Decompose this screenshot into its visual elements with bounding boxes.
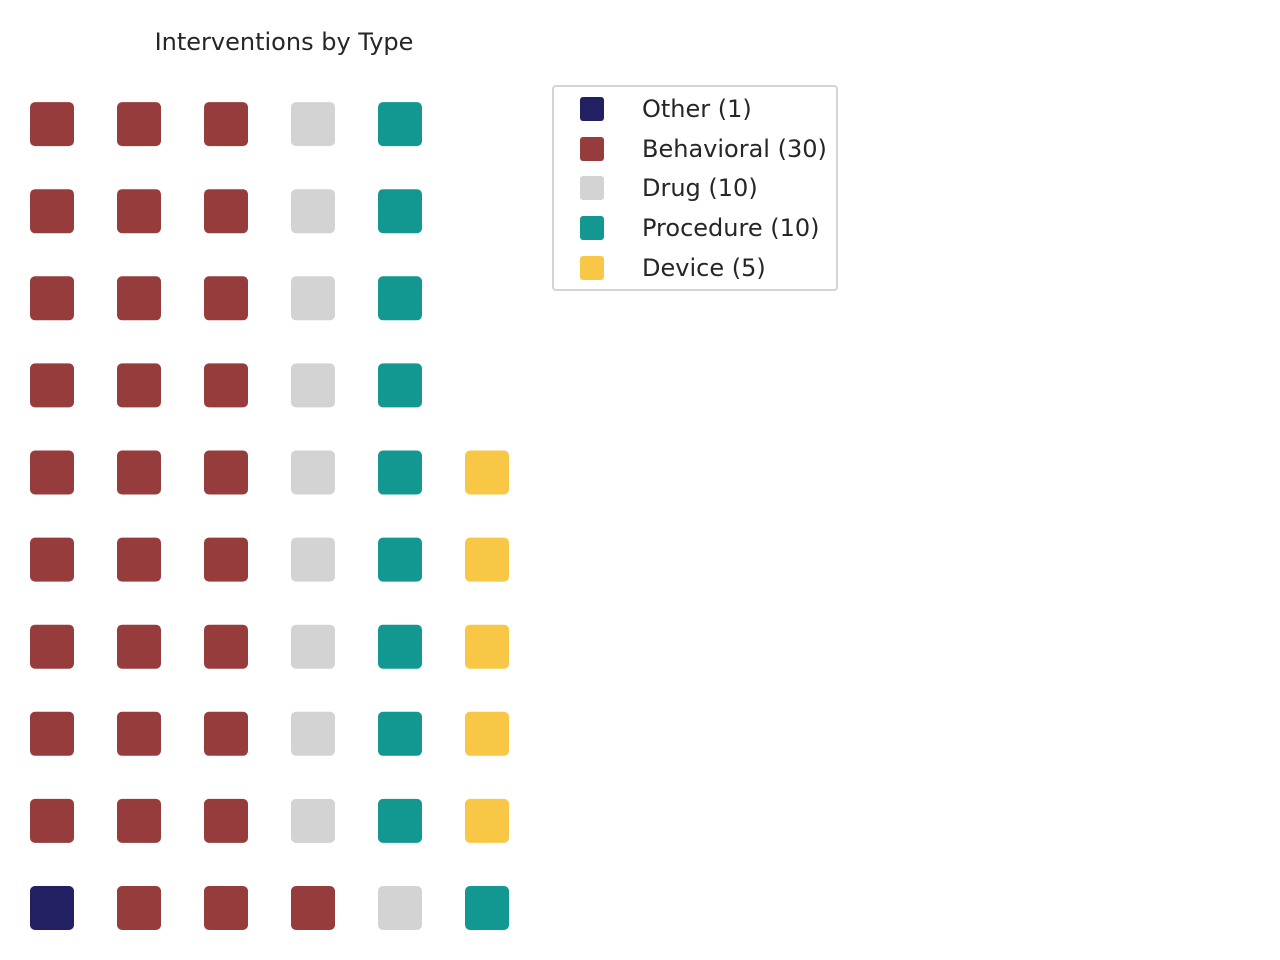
waffle-cell-behavioral: [204, 886, 248, 930]
legend-label-other: Other (1): [642, 94, 752, 123]
waffle-cell-device: [465, 450, 509, 495]
waffle-cell-drug: [291, 189, 335, 234]
legend-label-procedure: Procedure (10): [642, 214, 820, 243]
legend-item-procedure: Procedure (10): [554, 208, 836, 248]
legend-label-device: Device (5): [642, 253, 766, 282]
waffle-cell-behavioral: [117, 102, 161, 147]
waffle-cell-drug: [291, 102, 335, 147]
legend-label-behavioral: Behavioral (30): [642, 134, 827, 163]
waffle-cell-behavioral: [117, 450, 161, 495]
legend-item-drug: Drug (10): [554, 169, 836, 209]
waffle-cell-behavioral: [117, 886, 161, 930]
waffle-cell-behavioral: [204, 711, 248, 756]
waffle-cell-behavioral: [204, 624, 248, 669]
waffle-cell-procedure: [378, 711, 422, 756]
waffle-cell-procedure: [378, 276, 422, 321]
waffle-cell-behavioral: [117, 624, 161, 669]
waffle-cell-drug: [291, 276, 335, 321]
waffle-cell-behavioral: [30, 624, 74, 669]
waffle-cell-drug: [291, 711, 335, 756]
legend-swatch-procedure: [580, 216, 604, 241]
waffle-cell-behavioral: [204, 363, 248, 408]
waffle-cell-behavioral: [30, 450, 74, 495]
waffle-cell-procedure: [465, 886, 509, 930]
waffle-cell-drug: [291, 537, 335, 582]
waffle-cell-procedure: [378, 537, 422, 582]
waffle-cell-behavioral: [30, 537, 74, 582]
legend-swatch-other: [580, 96, 604, 121]
legend-item-other: Other (1): [554, 89, 836, 129]
legend-swatch-drug: [580, 176, 604, 201]
waffle-cell-behavioral: [117, 798, 161, 843]
waffle-cell-device: [465, 798, 509, 843]
waffle-cell-drug: [291, 624, 335, 669]
waffle-cell-behavioral: [30, 798, 74, 843]
waffle-cell-device: [465, 624, 509, 669]
chart-title: Interventions by Type: [154, 28, 414, 56]
waffle-cell-behavioral: [291, 886, 335, 930]
waffle-cell-other: [30, 886, 74, 930]
waffle-cell-behavioral: [30, 102, 74, 147]
waffle-cell-behavioral: [204, 537, 248, 582]
legend-swatch-behavioral: [580, 136, 604, 161]
waffle-cell-behavioral: [117, 537, 161, 582]
waffle-cell-behavioral: [117, 363, 161, 408]
waffle-cell-procedure: [378, 102, 422, 147]
waffle-cell-procedure: [378, 363, 422, 408]
waffle-cell-drug: [291, 450, 335, 495]
waffle-cell-behavioral: [117, 276, 161, 321]
waffle-cell-behavioral: [30, 276, 74, 321]
waffle-cell-behavioral: [30, 711, 74, 756]
waffle-cell-procedure: [378, 798, 422, 843]
waffle-cell-drug: [291, 363, 335, 408]
waffle-cell-behavioral: [30, 363, 74, 408]
waffle-cell-behavioral: [117, 189, 161, 234]
waffle-cell-behavioral: [204, 102, 248, 147]
legend-item-behavioral: Behavioral (30): [554, 129, 836, 169]
legend-label-drug: Drug (10): [642, 174, 758, 203]
waffle-cell-device: [465, 711, 509, 756]
waffle-cell-device: [465, 537, 509, 582]
waffle-grid: [30, 102, 509, 930]
waffle-cell-behavioral: [204, 276, 248, 321]
waffle-cell-drug: [378, 886, 422, 930]
waffle-cell-behavioral: [204, 450, 248, 495]
waffle-cell-procedure: [378, 624, 422, 669]
waffle-cell-behavioral: [117, 711, 161, 756]
legend-item-device: Device (5): [554, 248, 836, 288]
legend: Other (1) Behavioral (30) Drug (10) Proc…: [552, 85, 838, 291]
legend-swatch-device: [580, 255, 604, 280]
waffle-cell-behavioral: [204, 189, 248, 234]
waffle-cell-drug: [291, 798, 335, 843]
waffle-cell-behavioral: [30, 189, 74, 234]
waffle-cell-procedure: [378, 450, 422, 495]
waffle-cell-behavioral: [204, 798, 248, 843]
waffle-cell-procedure: [378, 189, 422, 234]
